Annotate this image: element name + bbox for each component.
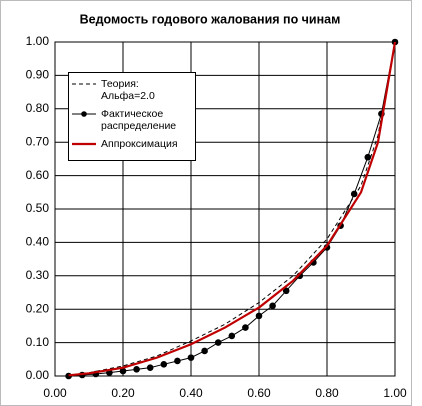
y-tick-label: 0.00 xyxy=(26,368,50,382)
data-point xyxy=(201,347,208,355)
series-line xyxy=(68,41,397,377)
x-tick-label: 0.20 xyxy=(111,386,135,400)
y-tick-label: 0.70 xyxy=(26,134,50,148)
data-point xyxy=(119,367,127,375)
y-tick-label: 0.10 xyxy=(26,335,50,349)
data-point xyxy=(323,244,331,251)
y-tick-label: 0.30 xyxy=(26,268,50,282)
x-tick-label: 0.00 xyxy=(43,386,67,400)
legend-marker xyxy=(81,111,87,117)
legend-entry: Теория: Альфа=2.0 xyxy=(71,78,193,102)
y-tick-label: 0.60 xyxy=(26,168,50,182)
legend-entry: Аппроксимация xyxy=(71,138,193,150)
y-tick-label: 0.90 xyxy=(26,68,50,82)
y-tick-label: 0.20 xyxy=(26,301,50,315)
y-tick-label: 1.00 xyxy=(26,34,50,48)
data-point xyxy=(228,332,236,340)
legend-swatch xyxy=(72,111,96,117)
x-tick-label: 0.80 xyxy=(315,386,339,400)
data-point xyxy=(146,364,154,371)
data-point xyxy=(214,339,222,346)
y-tick-label: 0.40 xyxy=(26,235,50,249)
legend-label: Аппроксимация xyxy=(101,138,178,150)
legend-entry: Фактическое распределение xyxy=(71,108,193,132)
data-point xyxy=(364,153,372,161)
x-tick-label: 0.40 xyxy=(179,386,203,400)
legend-swatch xyxy=(72,83,96,85)
legend-label: Теория: Альфа=2.0 xyxy=(101,78,155,102)
legend-swatch xyxy=(72,142,96,146)
chart-title: Ведомость годового жалования по чинам xyxy=(80,12,341,26)
data-point xyxy=(269,302,276,310)
x-tick-label: 0.60 xyxy=(247,386,271,400)
series-line xyxy=(68,41,396,376)
x-tick-label: 1.00 xyxy=(383,386,407,400)
data-point xyxy=(242,324,249,331)
data-point xyxy=(350,190,358,198)
data-point xyxy=(282,287,290,295)
data-point xyxy=(174,357,181,365)
y-tick-label: 0.80 xyxy=(26,101,50,115)
legend-label: Фактическое распределение xyxy=(101,108,177,132)
legend: Теория: Альфа=2.0 Фактическое распределен… xyxy=(68,72,196,161)
y-tick-label: 0.50 xyxy=(26,201,50,215)
data-point xyxy=(255,312,263,320)
data-point xyxy=(187,354,195,361)
data-point xyxy=(160,361,168,368)
data-point xyxy=(133,366,140,373)
